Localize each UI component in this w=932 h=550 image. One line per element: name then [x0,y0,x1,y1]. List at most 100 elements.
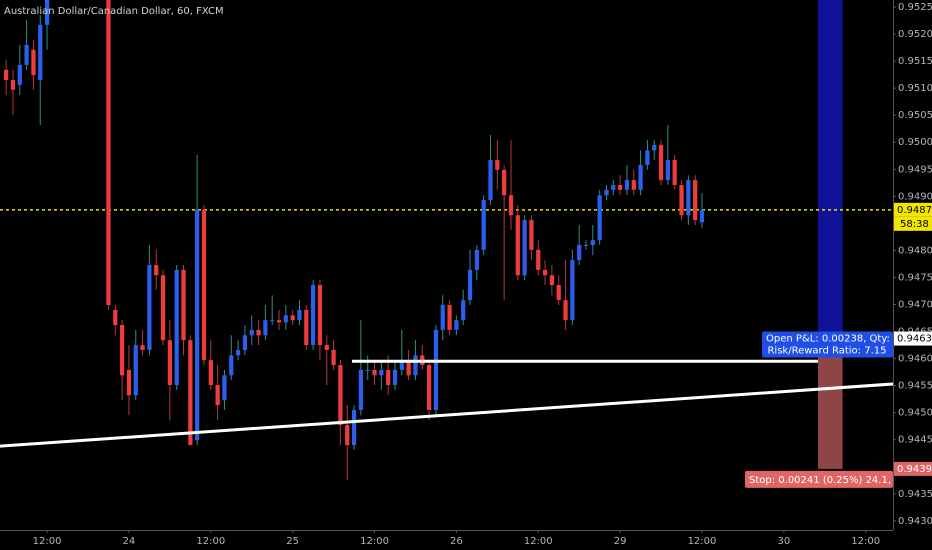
candle-body [38,24,43,81]
stop-price-label: 0.94396 [897,464,932,475]
chart-title: Australian Dollar/Canadian Dollar, 60, F… [4,6,224,17]
stop-info-box [745,470,893,488]
candle-body [290,315,295,321]
candle-body [201,209,207,361]
candle-body [488,160,493,201]
y-tick-label: 0.94300 [898,516,932,527]
pnl-text-group: Open P&L: 0.00238, Qty: 12448Risk/Reward… [766,334,893,357]
candle-body [44,0,50,25]
candle-body [249,329,254,336]
x-tick-label: 12:00 [851,536,880,547]
candle-body [379,369,384,376]
candle-body [693,180,698,221]
last-price-box [894,202,932,217]
candle-body [10,80,16,90]
candle-body [536,249,541,270]
candle-body [358,369,363,410]
candle-body [413,355,418,376]
stop-text: Stop: 0.00241 (0.25%) 24.1, Amour [749,475,928,486]
candle-body [529,220,534,250]
candle-body [631,180,636,190]
candle-body [426,365,432,410]
candle-body [195,209,200,441]
candle-body [242,335,248,350]
countdown-label: 58:38 [900,219,929,230]
x-tick-label: 12:00 [360,536,389,547]
candle-body [160,275,166,341]
candle-body [699,209,705,223]
candle-body [522,220,527,276]
candle-body [672,160,677,185]
x-tick-label: 24 [123,536,136,547]
candle-body [406,360,411,376]
trend-line [0,382,893,448]
candle-body [652,144,657,151]
candle-body [399,360,404,370]
x-tick-label: 12:00 [33,536,62,547]
candle-body [188,340,193,446]
candle-body [181,269,186,341]
candle-body [495,160,500,170]
candle-body [208,360,213,386]
candle-body [556,285,561,301]
candle-body [229,355,234,376]
candle-body [324,345,329,350]
candle-body [590,240,595,245]
pnl-box [762,331,893,358]
candle-body [311,285,316,346]
candle-body [570,260,575,321]
entry-price-label: 0.94637 [897,334,932,345]
candle-body [624,180,630,190]
x-tick-label: 12:00 [196,536,225,547]
candle-body [638,164,643,190]
candle-body [304,309,309,346]
x-tick-label: 12:00 [524,536,553,547]
candle-body [645,150,650,165]
candle-body [283,315,288,323]
candle-body [508,195,514,216]
candle-body [372,369,377,376]
candle-body [467,269,473,301]
candle-body [256,329,261,336]
candle-body [297,309,302,321]
plot-area [0,0,893,481]
x-tick-label: 26 [450,536,463,547]
candle-body [106,0,111,306]
x-tick-label: 12:00 [688,536,717,547]
candle-body [154,265,159,276]
candle-body [583,244,589,246]
candle-body [515,215,520,276]
candle-body [24,44,29,65]
x-tick-label: 29 [614,536,627,547]
candle-body [126,369,132,396]
candle-body [147,265,152,350]
candle-body [351,409,357,446]
candle-body [4,69,9,81]
candle-body [17,64,22,85]
ratio-text: Risk/Reward Ratio: 7.15 [767,346,886,357]
candle-body [331,349,336,366]
candle-body [604,189,609,196]
candle-body [222,375,227,401]
candle-body [392,369,398,386]
candle-body [447,305,452,330]
candle-body [386,369,391,386]
candle-body [474,249,479,270]
